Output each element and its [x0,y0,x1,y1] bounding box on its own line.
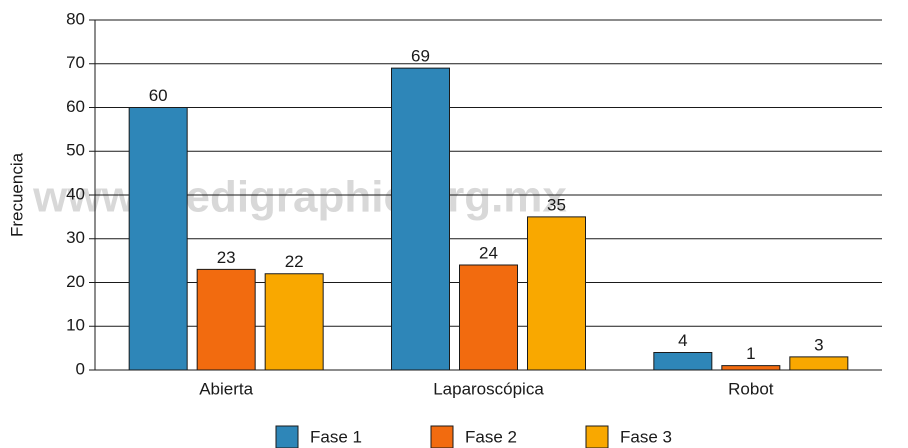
bar [128,107,188,371]
y-tick-label: 40 [66,184,85,203]
data-label: 60 [149,86,168,105]
data-label: 4 [678,331,687,350]
y-axis-label: Frecuencia [7,152,26,237]
bar [789,356,849,371]
y-tick-label: 10 [66,316,85,335]
data-label: 1 [746,344,755,363]
data-label: 3 [814,335,823,354]
bar [391,67,450,371]
y-tick-label: 70 [66,53,85,72]
legend-label: Fase 3 [620,427,672,446]
data-label: 23 [217,248,236,267]
x-tick-label: Abierta [199,379,253,398]
y-tick-label: 20 [66,272,85,291]
x-tick-label: Robot [728,379,774,398]
y-tick-label: 80 [66,9,85,28]
data-label: 24 [479,243,498,262]
y-tick-label: 50 [66,141,85,160]
data-label: 35 [547,195,566,214]
legend-label: Fase 2 [465,427,517,446]
legend-label: Fase 1 [310,427,362,446]
bar [527,216,586,371]
legend-swatch [430,425,454,448]
bar [653,352,713,371]
legend-swatch [275,425,299,448]
bar [196,268,256,371]
y-tick-label: 60 [66,97,85,116]
bar [721,365,781,371]
bar [264,273,324,371]
legend-swatch [585,425,609,448]
y-tick-label: 0 [76,359,85,378]
y-tick-label: 30 [66,228,85,247]
data-label: 69 [411,47,430,66]
bar [459,264,518,371]
watermark: www.medigraphic.org.mx [32,173,567,222]
data-label: 22 [285,252,304,271]
x-tick-label: Laparoscópica [433,379,544,398]
